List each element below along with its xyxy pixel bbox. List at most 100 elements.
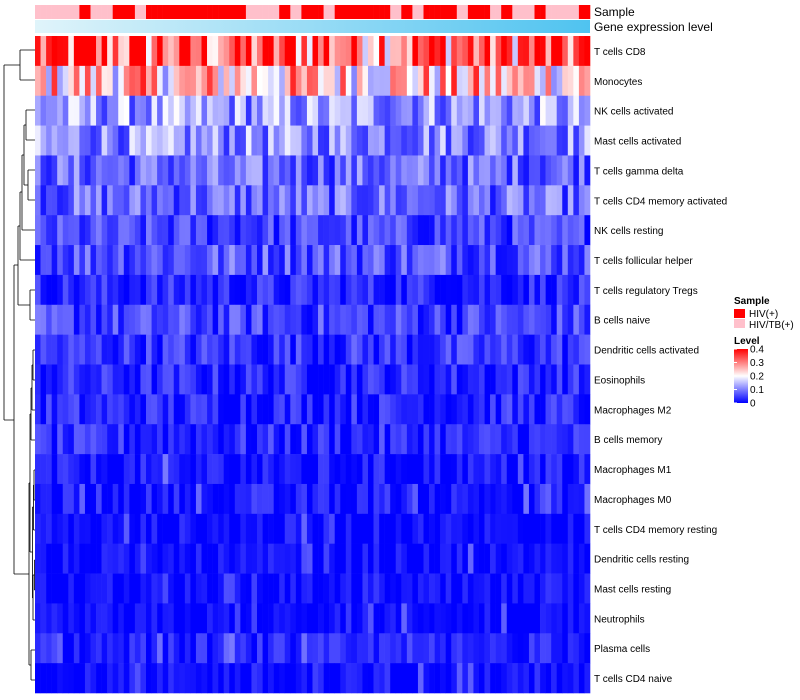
heatmap-cell bbox=[540, 573, 546, 604]
heatmap-cell bbox=[101, 454, 108, 485]
heatmap-cell bbox=[329, 603, 335, 634]
heatmap-cell bbox=[201, 334, 208, 365]
heatmap-cell bbox=[528, 274, 535, 306]
heatmap-cell bbox=[101, 274, 108, 306]
heatmap-cell bbox=[406, 36, 413, 67]
heatmap-cell bbox=[112, 364, 119, 395]
heatmap-cell bbox=[584, 334, 591, 365]
heatmap-cell bbox=[556, 215, 563, 246]
heatmap-cell bbox=[40, 304, 47, 335]
heatmap-cell bbox=[146, 364, 152, 395]
heatmap-cell bbox=[551, 95, 557, 126]
heatmap-cell bbox=[68, 513, 75, 544]
heatmap-cell bbox=[140, 573, 147, 604]
heatmap-cell bbox=[84, 364, 91, 395]
heatmap-cell bbox=[207, 155, 213, 186]
heatmap-cell bbox=[517, 573, 524, 604]
heatmap-cell bbox=[567, 155, 574, 186]
heatmap-cell bbox=[545, 663, 552, 694]
heatmap-cell bbox=[40, 663, 47, 694]
heatmap-cell bbox=[373, 36, 380, 67]
heatmap-cell bbox=[323, 36, 330, 67]
heatmap-cell bbox=[279, 274, 286, 306]
heatmap-cell bbox=[345, 245, 352, 276]
heatmap-cell bbox=[234, 513, 241, 544]
heatmap-cell bbox=[434, 36, 441, 67]
heatmap-cell bbox=[512, 125, 519, 156]
sample-annotation-cell bbox=[512, 5, 519, 19]
heatmap-cell bbox=[556, 274, 563, 306]
heatmap-cell bbox=[90, 513, 97, 544]
heatmap-cell bbox=[406, 394, 413, 425]
heatmap-cell bbox=[523, 95, 530, 126]
heatmap-cell bbox=[517, 155, 524, 186]
heatmap-cell bbox=[368, 633, 374, 664]
heatmap-cell bbox=[556, 125, 563, 156]
heatmap-cell bbox=[90, 334, 97, 365]
heatmap-cell bbox=[473, 304, 480, 335]
heatmap-cell bbox=[123, 125, 130, 156]
heatmap-cell bbox=[123, 245, 130, 276]
heatmap-cell bbox=[401, 304, 408, 335]
heatmap-cell bbox=[379, 125, 385, 156]
heatmap-cell bbox=[528, 245, 535, 276]
heatmap-cell bbox=[295, 454, 302, 485]
heatmap-cell bbox=[456, 334, 463, 365]
heatmap-cell bbox=[534, 274, 541, 306]
heatmap-cell bbox=[473, 633, 480, 664]
heatmap-cell bbox=[90, 95, 97, 126]
heatmap-cell bbox=[62, 245, 69, 276]
heatmap-cell bbox=[218, 663, 224, 694]
heatmap-cell bbox=[512, 483, 519, 515]
heatmap-cell bbox=[501, 513, 508, 544]
heatmap-cell bbox=[223, 65, 230, 97]
heatmap-cell bbox=[295, 424, 302, 455]
heatmap-cell bbox=[584, 663, 591, 694]
heatmap-cell bbox=[567, 394, 574, 425]
sample-annotation-cell bbox=[434, 5, 441, 19]
heatmap-cell bbox=[262, 663, 269, 694]
heatmap-cell bbox=[495, 215, 502, 246]
heatmap-cell bbox=[79, 245, 86, 276]
heatmap-cell bbox=[290, 215, 297, 246]
heatmap-cell bbox=[62, 394, 69, 425]
heatmap-cell bbox=[123, 633, 130, 664]
heatmap-cell bbox=[290, 543, 297, 574]
heatmap-cell bbox=[212, 573, 219, 604]
heatmap-cell bbox=[467, 364, 474, 395]
heatmap-cell bbox=[506, 394, 513, 425]
heatmap-cell bbox=[301, 633, 308, 664]
heatmap-cell bbox=[523, 65, 530, 97]
heatmap-cell bbox=[406, 215, 413, 246]
heatmap-cell bbox=[90, 543, 97, 574]
heatmap-cell bbox=[68, 155, 75, 186]
sample-annotation-cell bbox=[423, 5, 430, 19]
heatmap-cell bbox=[51, 513, 58, 544]
heatmap-cell bbox=[290, 394, 297, 425]
heatmap-cell bbox=[40, 334, 47, 365]
heatmap-cell bbox=[484, 215, 491, 246]
heatmap-cell bbox=[129, 394, 136, 425]
heatmap-cell bbox=[223, 274, 230, 306]
heatmap-cell bbox=[301, 424, 308, 455]
heatmap-cell bbox=[279, 633, 286, 664]
heatmap-cell bbox=[179, 573, 186, 604]
heatmap-cell bbox=[306, 483, 313, 515]
heatmap-cell bbox=[345, 155, 352, 186]
heatmap-cell bbox=[528, 513, 535, 544]
heatmap-cell bbox=[257, 155, 263, 186]
heatmap-cell bbox=[295, 633, 302, 664]
heatmap-cell bbox=[456, 513, 463, 544]
heatmap-cell bbox=[96, 483, 102, 515]
heatmap-cell bbox=[573, 603, 580, 634]
heatmap-cell bbox=[573, 454, 580, 485]
heatmap-cell bbox=[234, 454, 241, 485]
heatmap-cell bbox=[62, 543, 69, 574]
heatmap-cell bbox=[417, 155, 424, 186]
heatmap-cell bbox=[168, 95, 175, 126]
heatmap-cell bbox=[134, 36, 141, 67]
heatmap-cell bbox=[479, 215, 485, 246]
level-legend-title: Level bbox=[734, 336, 760, 347]
heatmap-cell bbox=[134, 95, 141, 126]
heatmap-cell bbox=[73, 125, 80, 156]
